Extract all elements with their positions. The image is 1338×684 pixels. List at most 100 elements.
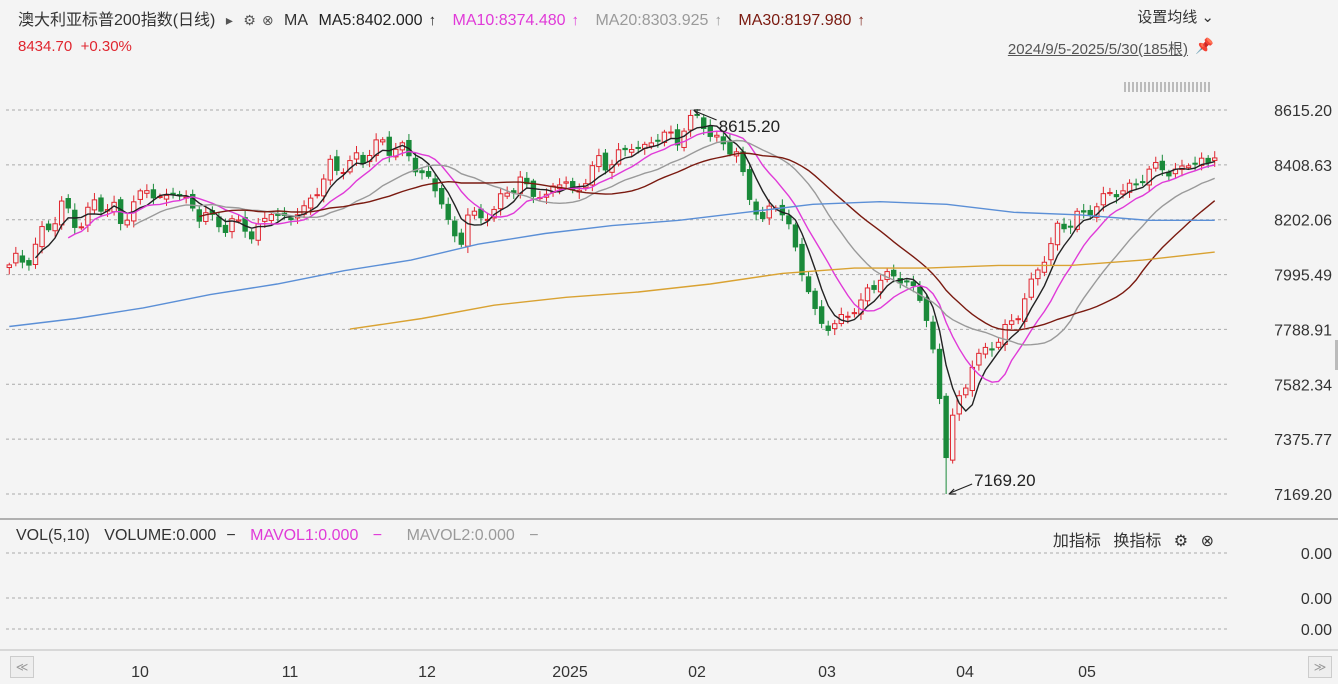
candle-body (668, 131, 674, 134)
candle-body (1015, 318, 1021, 321)
candle-body (438, 188, 445, 205)
candle-body (91, 199, 98, 211)
candle-body (1179, 165, 1185, 171)
candle-body (694, 113, 700, 116)
candle-body (877, 279, 884, 293)
vol-label: VOL(5,10) (16, 527, 90, 544)
candle-body (511, 190, 517, 193)
date-range[interactable]: 2024/9/5-2025/5/30(185根) (1007, 41, 1188, 58)
candle-body (930, 321, 936, 350)
candle-body (851, 312, 858, 315)
candle-body (812, 290, 818, 309)
chart-title[interactable]: 澳大利亚标普200指数(日线) (18, 12, 216, 29)
candle-body (6, 264, 12, 269)
candle-body (1067, 225, 1074, 228)
low-arrowhead (948, 488, 957, 495)
candle-body (720, 136, 727, 145)
candle-body (288, 217, 294, 221)
chart-header: 澳大利亚标普200指数(日线) ▸ ⚙ ⊗ MA MA5:8402.000 ↑ MA… (0, 0, 1338, 92)
x-tick-label: 10 (131, 664, 149, 681)
candle-body (314, 194, 320, 197)
candle-body (615, 149, 622, 165)
y-tick-label: 7169.20 (1274, 487, 1332, 504)
pin-icon[interactable]: 📌 (1195, 38, 1214, 55)
y-tick-label: 8615.20 (1274, 103, 1332, 120)
candle-body (1146, 168, 1152, 186)
candle-body (144, 190, 150, 194)
candle-body (687, 114, 694, 131)
candle-body (1041, 261, 1048, 273)
close-circle-icon[interactable]: ⊗ (261, 12, 274, 28)
ma10-value: MA10:8374.480 ↑ (452, 12, 580, 29)
low-annotation: 7169.20 (974, 471, 1035, 490)
candle-body (786, 215, 792, 225)
x-tick-label: 04 (956, 664, 974, 681)
scroll-handle[interactable] (1124, 82, 1210, 92)
candle-body (465, 214, 471, 247)
candle-body (779, 204, 786, 216)
ma-line-ma250 (349, 251, 1215, 330)
set-ma-button[interactable]: 设置均线 ⌄ (1137, 9, 1214, 26)
candle-body (845, 315, 851, 318)
scroll-right-button[interactable]: ≫ (1308, 656, 1332, 678)
candle-body (1061, 223, 1067, 230)
candle-body (1107, 192, 1113, 195)
candle-body (891, 269, 897, 277)
volume-y-label: 0.00 (1301, 591, 1332, 608)
candle-body (1205, 157, 1211, 164)
gear-icon[interactable]: ⚙ (1173, 533, 1189, 550)
candle-body (248, 231, 255, 240)
candle-body (832, 323, 838, 330)
candle-body (32, 243, 39, 266)
candle-body (1048, 243, 1054, 261)
candle-body (818, 306, 825, 324)
volume-y-label: 0.00 (1301, 622, 1332, 639)
close-circle-icon[interactable]: ⊗ (1200, 533, 1214, 550)
ma-line-ma10 (67, 130, 1215, 383)
candle-body (393, 148, 399, 158)
candle-body (949, 414, 956, 461)
candle-body (805, 276, 812, 293)
candle-body (1120, 190, 1126, 195)
candle-body (923, 297, 930, 321)
candle-body (262, 217, 268, 222)
ma-line-ma5 (34, 124, 1215, 413)
candle-body (904, 280, 910, 283)
candle-body (13, 252, 19, 264)
candle-body (452, 220, 458, 237)
x-tick-label: 2025 (552, 664, 588, 681)
volume-header: VOL(5,10) VOLUME:0.000− MAVOL1:0.000 − M… (16, 527, 559, 545)
candle-body (321, 178, 327, 197)
gear-icon[interactable]: ⚙ (243, 12, 256, 28)
candle-body (864, 287, 871, 302)
x-tick-label: 05 (1078, 664, 1096, 681)
candle-body (1074, 210, 1080, 230)
ma-label: MA (284, 12, 309, 29)
candle-body (936, 348, 943, 399)
candle-body (910, 281, 917, 287)
low-arrow (949, 483, 973, 494)
y-tick-label: 7788.91 (1274, 322, 1332, 339)
switch-indicator-button[interactable]: 换指标 (1113, 533, 1162, 550)
candle-body (517, 176, 523, 194)
candle-body (425, 171, 432, 177)
expand-arrow-icon[interactable]: ▸ (225, 12, 233, 28)
candle-body (268, 214, 275, 221)
candle-body (98, 197, 104, 212)
candle-body (759, 212, 766, 220)
add-indicator-button[interactable]: 加指标 (1052, 533, 1101, 550)
candle-body (1139, 181, 1146, 184)
scroll-left-button[interactable]: ≪ (10, 656, 34, 678)
candle-body (458, 232, 465, 245)
candle-body (622, 147, 628, 151)
candle-body (386, 136, 392, 156)
candle-body (799, 243, 805, 276)
candle-body (1192, 162, 1198, 165)
mavol2-value: MAVOL2:0.000 − (406, 527, 539, 544)
candle-body (1100, 193, 1107, 206)
candle-body (26, 260, 32, 266)
candle-body (602, 152, 609, 171)
candle-body (275, 213, 281, 216)
side-scrollbar[interactable] (1335, 340, 1338, 370)
